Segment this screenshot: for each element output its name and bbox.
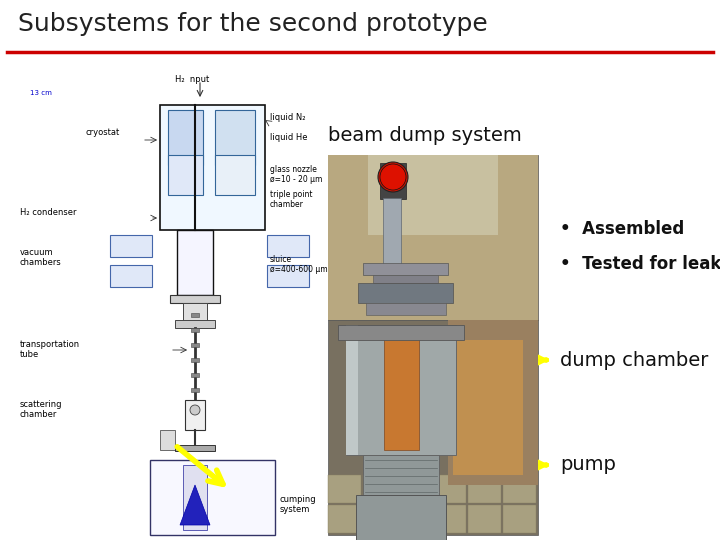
- Bar: [356, 495, 446, 540]
- Bar: [177, 230, 213, 295]
- Bar: [215, 110, 255, 165]
- Bar: [383, 198, 401, 268]
- Bar: [175, 320, 215, 328]
- Bar: [398, 505, 431, 533]
- Bar: [191, 373, 199, 377]
- Text: pump: pump: [560, 456, 616, 475]
- Bar: [363, 505, 396, 533]
- Bar: [368, 155, 498, 235]
- Bar: [175, 445, 215, 451]
- Bar: [110, 265, 152, 287]
- Bar: [150, 460, 275, 535]
- Bar: [8, 58, 323, 533]
- Bar: [110, 235, 152, 257]
- Text: H₂ condenser: H₂ condenser: [20, 208, 76, 217]
- Text: transportation
tube: transportation tube: [20, 340, 80, 360]
- Bar: [191, 388, 199, 392]
- Bar: [433, 505, 466, 533]
- Bar: [160, 430, 175, 450]
- Text: cryostat: cryostat: [85, 128, 120, 137]
- Bar: [380, 163, 406, 199]
- Bar: [267, 235, 309, 257]
- Text: •  Assembled: • Assembled: [560, 220, 684, 238]
- Bar: [453, 340, 523, 475]
- Circle shape: [378, 162, 408, 192]
- Bar: [328, 155, 538, 320]
- Bar: [191, 358, 199, 362]
- Bar: [468, 475, 501, 503]
- Polygon shape: [180, 485, 210, 525]
- Text: cumping
system: cumping system: [280, 495, 317, 515]
- Bar: [363, 475, 396, 503]
- Bar: [366, 303, 446, 315]
- Text: glass nozzle
ø=10 - 20 μm: glass nozzle ø=10 - 20 μm: [270, 165, 323, 184]
- Bar: [185, 400, 205, 430]
- Bar: [363, 455, 439, 495]
- Text: vacuum
chambers: vacuum chambers: [20, 248, 62, 267]
- Text: beam dump system: beam dump system: [328, 126, 522, 145]
- Bar: [398, 475, 431, 503]
- Bar: [183, 303, 207, 328]
- Bar: [191, 328, 199, 332]
- Text: liquid He: liquid He: [270, 133, 307, 142]
- Bar: [468, 505, 501, 533]
- Bar: [168, 155, 203, 195]
- Bar: [373, 275, 438, 283]
- Bar: [338, 325, 464, 340]
- Bar: [363, 263, 448, 275]
- Bar: [346, 325, 358, 455]
- Bar: [358, 283, 453, 303]
- Text: Subsystems for the second prototype: Subsystems for the second prototype: [18, 12, 487, 36]
- Bar: [191, 313, 199, 317]
- Circle shape: [190, 405, 200, 415]
- Text: scattering
chamber: scattering chamber: [20, 400, 63, 420]
- Bar: [215, 155, 255, 195]
- Bar: [384, 330, 419, 450]
- Text: H₂  nput: H₂ nput: [175, 75, 210, 84]
- Bar: [170, 295, 220, 303]
- Text: sluice
ø=400-600 μm: sluice ø=400-600 μm: [270, 255, 328, 274]
- Bar: [433, 475, 466, 503]
- Text: 13 cm: 13 cm: [30, 90, 52, 96]
- Bar: [267, 265, 309, 287]
- Bar: [503, 475, 536, 503]
- Bar: [183, 465, 207, 530]
- Bar: [191, 343, 199, 347]
- Text: triple point
chamber: triple point chamber: [270, 190, 312, 210]
- Bar: [448, 320, 538, 485]
- Bar: [168, 110, 203, 165]
- Text: •  Tested for leakages: • Tested for leakages: [560, 255, 720, 273]
- Text: liquid N₂: liquid N₂: [270, 113, 305, 122]
- Circle shape: [380, 164, 406, 190]
- Bar: [328, 475, 361, 503]
- Bar: [328, 320, 538, 535]
- Bar: [328, 505, 361, 533]
- Bar: [503, 505, 536, 533]
- Bar: [346, 325, 456, 455]
- Bar: [160, 105, 265, 230]
- Bar: [328, 155, 538, 320]
- Text: dump chamber: dump chamber: [560, 350, 708, 369]
